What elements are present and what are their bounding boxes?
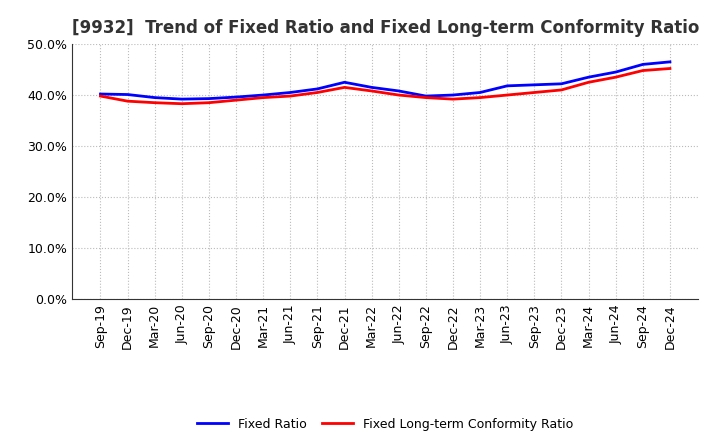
Fixed Ratio [503,83,511,88]
Fixed Long-term Conformity Ratio [639,68,647,73]
Fixed Long-term Conformity Ratio [367,88,376,94]
Fixed Long-term Conformity Ratio [341,85,349,90]
Fixed Long-term Conformity Ratio [530,90,539,95]
Line: Fixed Ratio: Fixed Ratio [101,62,670,99]
Fixed Long-term Conformity Ratio [557,87,566,92]
Fixed Ratio [584,74,593,80]
Fixed Long-term Conformity Ratio [259,95,268,100]
Fixed Ratio [557,81,566,86]
Fixed Long-term Conformity Ratio [178,101,186,106]
Fixed Ratio [530,82,539,88]
Fixed Long-term Conformity Ratio [584,80,593,85]
Fixed Long-term Conformity Ratio [503,92,511,98]
Fixed Long-term Conformity Ratio [476,95,485,100]
Legend: Fixed Ratio, Fixed Long-term Conformity Ratio: Fixed Ratio, Fixed Long-term Conformity … [192,413,578,436]
Fixed Ratio [259,92,268,98]
Fixed Long-term Conformity Ratio [611,74,620,80]
Fixed Long-term Conformity Ratio [123,99,132,104]
Fixed Ratio [421,93,430,99]
Fixed Ratio [96,92,105,97]
Fixed Ratio [449,92,457,98]
Title: [9932]  Trend of Fixed Ratio and Fixed Long-term Conformity Ratio: [9932] Trend of Fixed Ratio and Fixed Lo… [71,19,699,37]
Fixed Ratio [639,62,647,67]
Fixed Long-term Conformity Ratio [421,95,430,100]
Fixed Ratio [150,95,159,100]
Fixed Ratio [286,90,294,95]
Fixed Long-term Conformity Ratio [665,66,674,71]
Fixed Long-term Conformity Ratio [313,90,322,95]
Fixed Long-term Conformity Ratio [395,92,403,98]
Fixed Long-term Conformity Ratio [232,98,240,103]
Fixed Ratio [341,80,349,85]
Fixed Ratio [367,85,376,90]
Fixed Long-term Conformity Ratio [286,93,294,99]
Fixed Ratio [313,86,322,92]
Fixed Ratio [178,96,186,102]
Fixed Ratio [123,92,132,97]
Fixed Ratio [395,88,403,94]
Fixed Ratio [204,96,213,101]
Fixed Ratio [611,70,620,75]
Fixed Ratio [232,95,240,100]
Fixed Ratio [476,90,485,95]
Fixed Long-term Conformity Ratio [449,96,457,102]
Fixed Long-term Conformity Ratio [204,100,213,105]
Fixed Ratio [665,59,674,65]
Fixed Long-term Conformity Ratio [150,100,159,105]
Line: Fixed Long-term Conformity Ratio: Fixed Long-term Conformity Ratio [101,69,670,104]
Fixed Long-term Conformity Ratio [96,93,105,99]
